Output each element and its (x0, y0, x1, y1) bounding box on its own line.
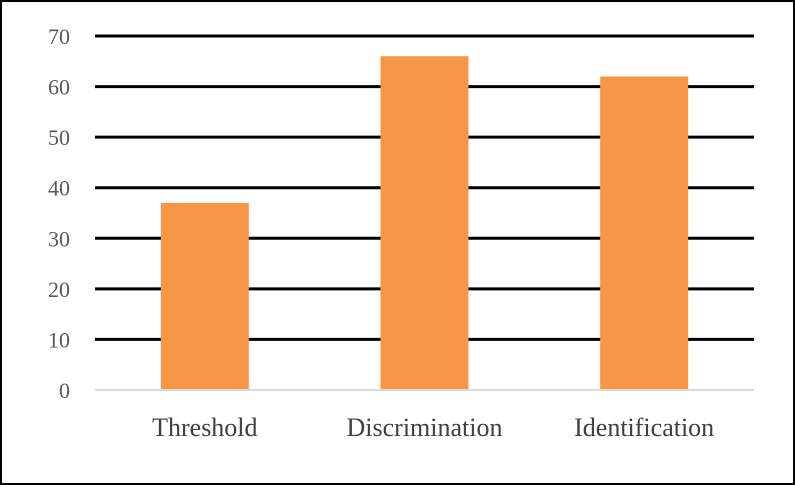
y-tick-label: 0 (59, 378, 70, 403)
x-tick-label-threshold: Threshold (152, 413, 257, 442)
y-tick-label: 10 (48, 327, 70, 352)
y-tick-label: 50 (48, 125, 70, 150)
y-tick-label: 40 (48, 176, 70, 201)
x-tick-label-identification: Identification (574, 413, 714, 442)
bars (160, 56, 689, 389)
y-axis-ticks: 0 10 20 30 40 50 60 70 (48, 24, 70, 403)
x-axis-labels: Threshold Discrimination Identification (152, 413, 714, 442)
x-tick-label-discrimination: Discrimination (347, 413, 503, 442)
bar-threshold (160, 202, 249, 389)
bar-identification (600, 76, 689, 389)
y-tick-label: 20 (48, 277, 70, 302)
bar-discrimination (380, 56, 469, 389)
y-tick-label: 60 (48, 75, 70, 100)
y-tick-label: 70 (48, 24, 70, 49)
y-tick-label: 30 (48, 226, 70, 251)
